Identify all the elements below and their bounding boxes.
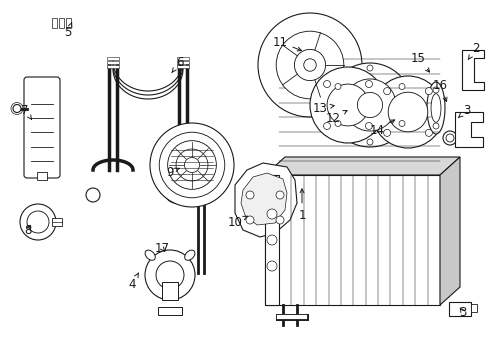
- Polygon shape: [241, 173, 286, 225]
- Circle shape: [309, 67, 385, 143]
- Circle shape: [383, 87, 390, 95]
- Circle shape: [176, 149, 207, 181]
- Circle shape: [432, 87, 438, 93]
- Circle shape: [425, 129, 431, 136]
- Bar: [264, 175, 279, 305]
- Bar: [107, 57, 119, 60]
- Bar: [264, 175, 439, 305]
- Text: 17: 17: [154, 242, 169, 255]
- Circle shape: [326, 84, 368, 126]
- Circle shape: [275, 191, 284, 199]
- Text: 13: 13: [312, 102, 333, 114]
- Bar: [37, 172, 47, 180]
- Text: 3: 3: [457, 104, 470, 118]
- Circle shape: [86, 188, 100, 202]
- Circle shape: [150, 123, 234, 207]
- Circle shape: [343, 79, 395, 131]
- Circle shape: [276, 31, 343, 99]
- Circle shape: [432, 123, 438, 129]
- Polygon shape: [454, 112, 482, 147]
- Bar: [107, 65, 119, 68]
- Circle shape: [366, 65, 372, 71]
- Circle shape: [387, 92, 427, 132]
- Circle shape: [327, 63, 411, 147]
- Circle shape: [442, 131, 456, 145]
- Text: 9: 9: [166, 166, 179, 179]
- Circle shape: [366, 139, 372, 145]
- Circle shape: [323, 122, 330, 130]
- Circle shape: [294, 49, 325, 81]
- Circle shape: [425, 87, 431, 95]
- Circle shape: [13, 104, 21, 112]
- Text: 14: 14: [369, 120, 394, 136]
- Text: 10: 10: [227, 216, 247, 229]
- Circle shape: [398, 121, 404, 126]
- Circle shape: [20, 204, 56, 240]
- Circle shape: [145, 250, 195, 300]
- Text: 3: 3: [458, 306, 466, 319]
- Ellipse shape: [426, 82, 444, 134]
- Text: 12: 12: [325, 111, 346, 125]
- Bar: [158, 307, 182, 315]
- Circle shape: [357, 93, 382, 118]
- Circle shape: [184, 157, 199, 172]
- Polygon shape: [461, 50, 483, 90]
- Bar: [107, 61, 119, 64]
- Polygon shape: [235, 163, 296, 237]
- FancyBboxPatch shape: [24, 77, 60, 178]
- Text: 15: 15: [410, 51, 428, 72]
- Bar: [52, 18, 57, 28]
- Bar: [448, 302, 470, 316]
- Circle shape: [383, 129, 390, 136]
- Circle shape: [266, 235, 276, 245]
- Bar: [177, 61, 189, 64]
- Circle shape: [334, 84, 340, 90]
- Ellipse shape: [145, 250, 155, 260]
- Bar: [177, 65, 189, 68]
- Circle shape: [159, 132, 224, 198]
- Circle shape: [156, 261, 183, 289]
- Bar: [59, 18, 64, 28]
- Text: 5: 5: [64, 23, 72, 39]
- Polygon shape: [264, 157, 459, 175]
- Circle shape: [445, 134, 453, 142]
- Text: 2: 2: [468, 41, 479, 60]
- Polygon shape: [439, 157, 459, 305]
- Circle shape: [275, 216, 284, 224]
- Text: 16: 16: [431, 78, 447, 102]
- Bar: [66, 18, 71, 28]
- Circle shape: [365, 81, 372, 87]
- Circle shape: [245, 216, 253, 224]
- Circle shape: [398, 84, 404, 90]
- Circle shape: [334, 121, 340, 126]
- Circle shape: [266, 261, 276, 271]
- Text: 1: 1: [298, 189, 305, 221]
- Bar: [470, 304, 476, 312]
- Circle shape: [371, 76, 443, 148]
- Circle shape: [266, 209, 276, 219]
- Ellipse shape: [184, 250, 195, 260]
- Text: 4: 4: [128, 273, 138, 292]
- Circle shape: [365, 122, 372, 130]
- Text: 11: 11: [272, 36, 301, 51]
- Bar: [177, 57, 189, 60]
- Bar: [52, 218, 62, 226]
- Circle shape: [303, 59, 316, 71]
- Bar: [162, 282, 178, 300]
- Text: 7: 7: [21, 104, 32, 120]
- Circle shape: [167, 141, 216, 189]
- Text: 8: 8: [24, 224, 32, 237]
- Ellipse shape: [430, 94, 440, 122]
- Circle shape: [27, 211, 49, 233]
- Circle shape: [323, 81, 330, 87]
- Text: 6: 6: [171, 55, 183, 73]
- Circle shape: [245, 191, 253, 199]
- Circle shape: [258, 13, 361, 117]
